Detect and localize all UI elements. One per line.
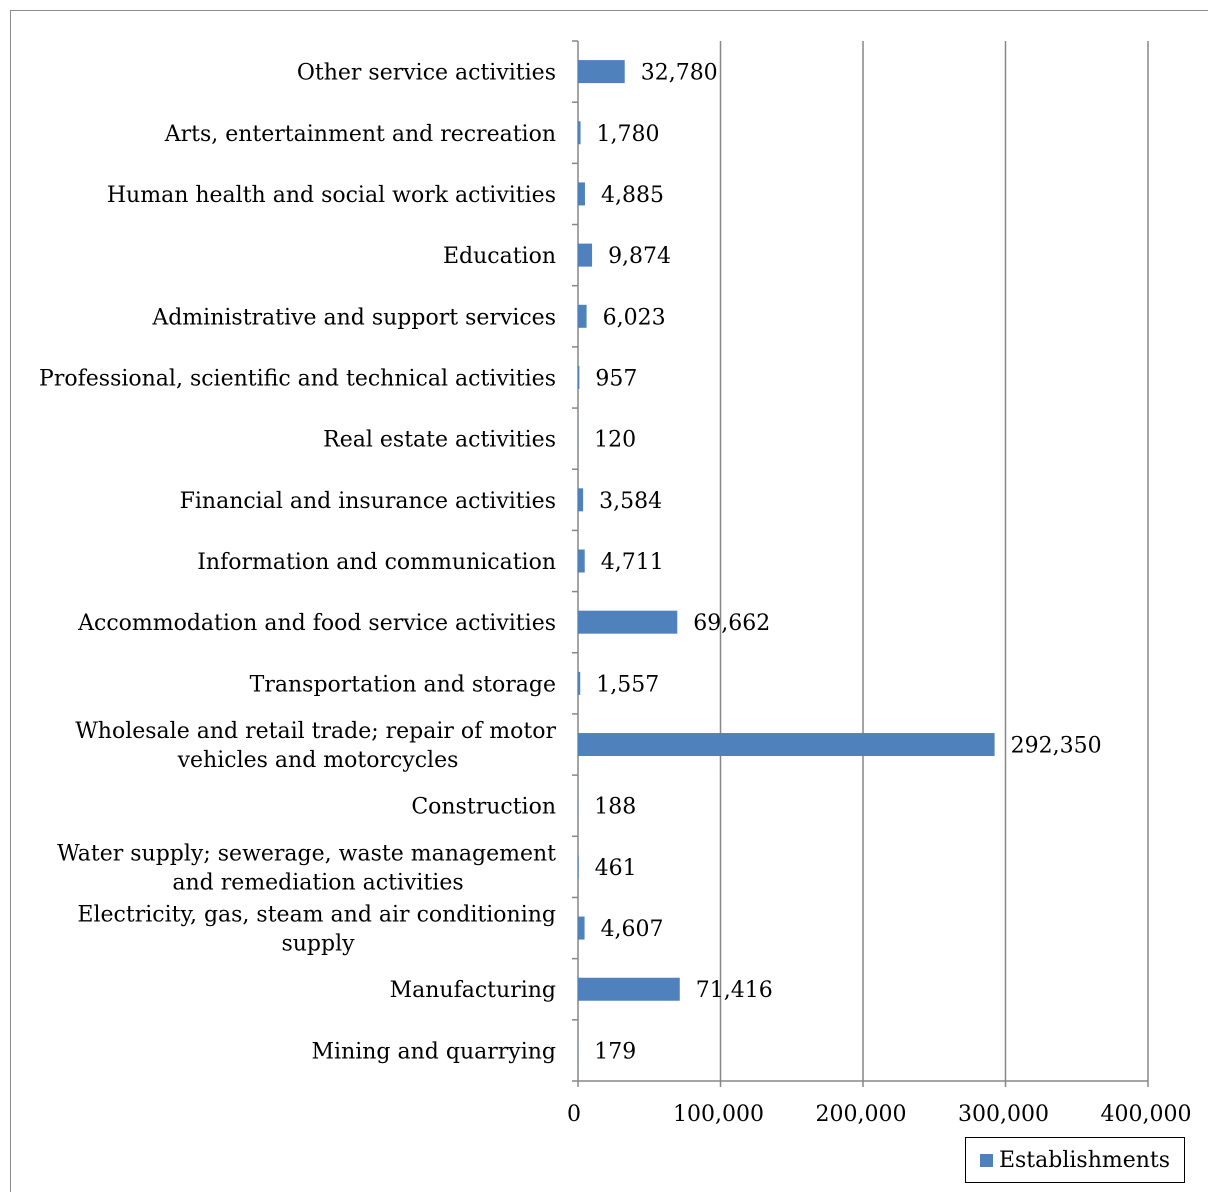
category-label: Education [443,244,556,269]
legend: Establishments [965,1137,1185,1183]
data-label: 188 [594,795,636,820]
bar [578,977,680,1001]
x-tick-label: 400,000 [1101,1102,1192,1127]
data-label: 3,584 [599,489,662,514]
bar [578,916,585,940]
bar [578,610,678,634]
bar [578,304,587,328]
category-label: supply [281,932,355,957]
data-label: 9,874 [608,244,671,269]
category-label: vehicles and motorcycles [177,748,459,773]
data-label: 1,557 [596,672,659,697]
bar [578,182,585,206]
category-label: and remediation activities [172,870,463,895]
category-label: Human health and social work activities [107,183,556,208]
bar [578,671,581,695]
data-label: 120 [594,428,636,453]
bars [578,60,995,1062]
data-label: 4,607 [601,917,664,942]
x-tick-label: 300,000 [958,1102,1049,1127]
category-label: Water supply; sewerage, waste management [57,841,556,866]
category-label: Professional, scientific and technical a… [39,366,556,391]
bar [578,549,585,573]
data-label: 179 [594,1039,636,1064]
category-label: Real estate activities [323,428,556,453]
legend-swatch [979,1153,993,1167]
bar [578,488,584,512]
category-label: Information and communication [197,550,556,575]
bar [578,855,579,879]
data-label: 1,780 [597,122,660,147]
gridlines [719,41,1149,1081]
category-label: Wholesale and retail trade; repair of mo… [75,719,556,744]
bar [578,60,625,84]
category-label: Financial and insurance activities [180,489,556,514]
bar [578,733,995,757]
category-label: Mining and quarrying [312,1039,557,1064]
category-label: Accommodation and food service activitie… [77,611,556,636]
x-tick-label: 200,000 [816,1102,907,1127]
category-label: Other service activities [297,61,556,86]
data-label: 6,023 [603,305,666,330]
data-label: 957 [595,366,637,391]
data-label: 71,416 [696,978,773,1003]
legend-label: Establishments [998,1147,1171,1173]
category-label: Manufacturing [390,978,556,1003]
category-label: Electricity, gas, steam and air conditio… [77,903,556,928]
category-label: Construction [411,795,556,820]
data-label: 4,885 [601,183,664,208]
data-label: 4,711 [601,550,664,575]
bar [578,365,580,389]
data-label: 292,350 [1011,734,1102,759]
data-label: 32,780 [641,61,718,86]
labels: 0 100,000 200,000 300,000 400,000 179 Mining a… [39,61,1191,1127]
bar [578,121,581,145]
data-label: 69,662 [693,611,770,636]
x-tick-label: 0 [567,1102,581,1127]
category-label: Arts, entertainment and recreation [164,122,556,147]
data-label: 461 [595,856,637,881]
category-label: Administrative and support services [151,305,556,330]
category-label: Transportation and storage [250,672,556,697]
x-tick-label: 100,000 [673,1102,764,1127]
bar [578,243,593,267]
